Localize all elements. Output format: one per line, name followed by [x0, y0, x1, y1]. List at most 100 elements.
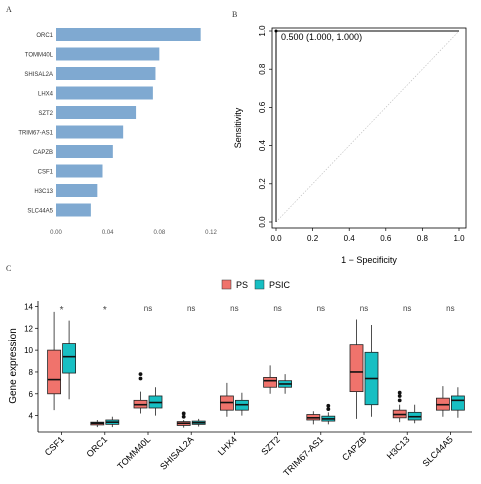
- box-ps-lhx4: [219, 382, 234, 417]
- bar-shisal2a: [56, 67, 156, 80]
- legend-label-psic: PSIC: [269, 280, 291, 290]
- box-ps-trim67-as1: [306, 411, 321, 425]
- box-outlier: [326, 407, 331, 411]
- box-body: [62, 343, 76, 374]
- roc-reference-line: [275, 30, 460, 223]
- roc-x-tick-label: 0.8: [417, 234, 429, 243]
- box-ps-shisal2a: [176, 411, 191, 428]
- roc-y-tick-label: 0.2: [258, 178, 267, 190]
- box-psic-slc44a5: [450, 387, 465, 418]
- box-x-tick-label: LHX4: [216, 434, 239, 457]
- box-x-tick-label: CSF1: [43, 434, 66, 457]
- box-x-tick-label: ORC1: [84, 434, 109, 459]
- roc-threshold-point: [274, 29, 278, 33]
- significance-label: ns: [187, 304, 195, 313]
- box-psic-csf1: [62, 320, 76, 400]
- box-outlier: [397, 394, 402, 398]
- box-outlier: [138, 376, 143, 381]
- box-outlier: [397, 398, 402, 403]
- box-psic-capzb: [364, 325, 379, 417]
- significance-label: ns: [144, 304, 152, 313]
- box-y-tick-label: 12: [24, 324, 33, 333]
- box-x-tick-label: SHISAL2A: [158, 434, 195, 471]
- box-x-tick-label: TRIM67-AS1: [281, 434, 325, 478]
- box-ps-capzb: [349, 319, 364, 419]
- bar-label: SLC44A5: [27, 209, 53, 215]
- box-y-tick-label: 4: [29, 412, 34, 421]
- bar-label: H3C13: [34, 189, 53, 195]
- bar-label: TOMM40L: [25, 53, 54, 59]
- box-x-tick-label: SZT2: [259, 434, 282, 457]
- bar-orc1: [56, 28, 201, 41]
- box-plot-panel: PS PSIC 4 6 8 10 12 14 * * ns ns ns ns ns ns ns ns CSF…: [8, 279, 472, 478]
- box-ps-slc44a5: [435, 386, 450, 417]
- roc-x-tick-label: 0.6: [380, 234, 392, 243]
- roc-x-tick-label: 1.0: [453, 234, 465, 243]
- box-body: [349, 344, 364, 393]
- box-ps-orc1: [90, 419, 105, 428]
- roc-y-tick-label: 0.6: [258, 101, 267, 113]
- bar-x-tick-label: 0.08: [153, 230, 165, 236]
- bar-label: LHX4: [38, 92, 54, 98]
- box-x-tick-label: TOMM40L: [115, 434, 152, 471]
- legend-swatch-ps: [221, 279, 232, 290]
- box-psic-orc1: [105, 416, 120, 428]
- box-y-tick-label: 14: [24, 302, 33, 311]
- panel-label-c: C: [6, 264, 11, 273]
- significance-label: ns: [230, 304, 238, 313]
- box-outlier: [181, 414, 186, 419]
- bar-szt2: [56, 106, 137, 119]
- roc-y-axis-label: Sensitivity: [233, 107, 243, 148]
- box-x-tick-label: SLC44A5: [420, 434, 454, 468]
- box-body: [47, 349, 61, 395]
- roc-x-axis-label: 1 − Specificity: [341, 255, 397, 265]
- bar-capzb: [56, 145, 113, 158]
- legend: PS PSIC: [221, 279, 291, 290]
- box-y-tick-label: 6: [29, 390, 34, 399]
- roc-y-tick-label: 0.4: [258, 139, 267, 151]
- roc-x-tick-label: 0.0: [270, 234, 282, 243]
- significance-label: ns: [273, 304, 281, 313]
- bar-chart-panel: ORC1 TOMM40L SHISAL2A LHX4 SZT2 TRIM67-AS1 CAP…: [18, 28, 217, 236]
- bar-label: SHISAL2A: [24, 72, 53, 78]
- bar-label: CSF1: [38, 170, 54, 176]
- roc-x-tick-label: 0.2: [307, 234, 319, 243]
- bar-x-tick-label: 0.04: [102, 230, 114, 236]
- box-ps-tomm40l: [133, 372, 148, 414]
- box-psic-h3c13: [407, 404, 422, 424]
- roc-y-tick-label: 1.0: [258, 25, 267, 37]
- significance-label: ns: [317, 304, 325, 313]
- box-outlier: [326, 403, 331, 408]
- bar-lhx4: [56, 86, 153, 100]
- box-ps-szt2: [263, 365, 278, 394]
- box-psic-shisal2a: [191, 418, 206, 427]
- significance-label: *: [60, 305, 64, 316]
- bar-label: CAPZB: [33, 150, 53, 156]
- bar-x-tick-label: 0.00: [50, 230, 62, 236]
- box-outlier: [138, 372, 143, 377]
- box-y-axis-label: Gene expression: [8, 328, 19, 404]
- roc-plot-frame: [271, 27, 467, 229]
- roc-annotation: 0.500 (1.000, 1.000): [281, 32, 362, 42]
- box-ps-h3c13: [392, 390, 407, 423]
- box-ps-csf1: [47, 311, 61, 411]
- significance-label: ns: [403, 304, 411, 313]
- box-outlier: [397, 390, 402, 395]
- box-y-tick-label: 10: [24, 346, 33, 355]
- box-psic-trim67-as1: [321, 403, 336, 425]
- box-x-tick-label: CAPZB: [340, 434, 368, 462]
- roc-chart-panel: 0.500 (1.000, 1.000) 0.0 0.2 0.4 0.6 0.8 1.0 …: [233, 25, 467, 265]
- significance-label: ns: [446, 304, 454, 313]
- box-outlier: [181, 411, 186, 416]
- panel-label-b: B: [232, 10, 237, 19]
- box-y-tick-label: 8: [29, 368, 34, 377]
- box-psic-lhx4: [234, 392, 249, 416]
- legend-swatch-psic: [254, 279, 265, 290]
- bar-x-tick-label: 0.12: [205, 230, 217, 236]
- box-body: [263, 377, 278, 388]
- roc-y-tick-label: 0.0: [258, 216, 267, 228]
- significance-label: ns: [360, 304, 368, 313]
- box-psic-szt2: [278, 374, 293, 394]
- bar-label: ORC1: [36, 33, 53, 39]
- bar-csf1: [56, 164, 103, 178]
